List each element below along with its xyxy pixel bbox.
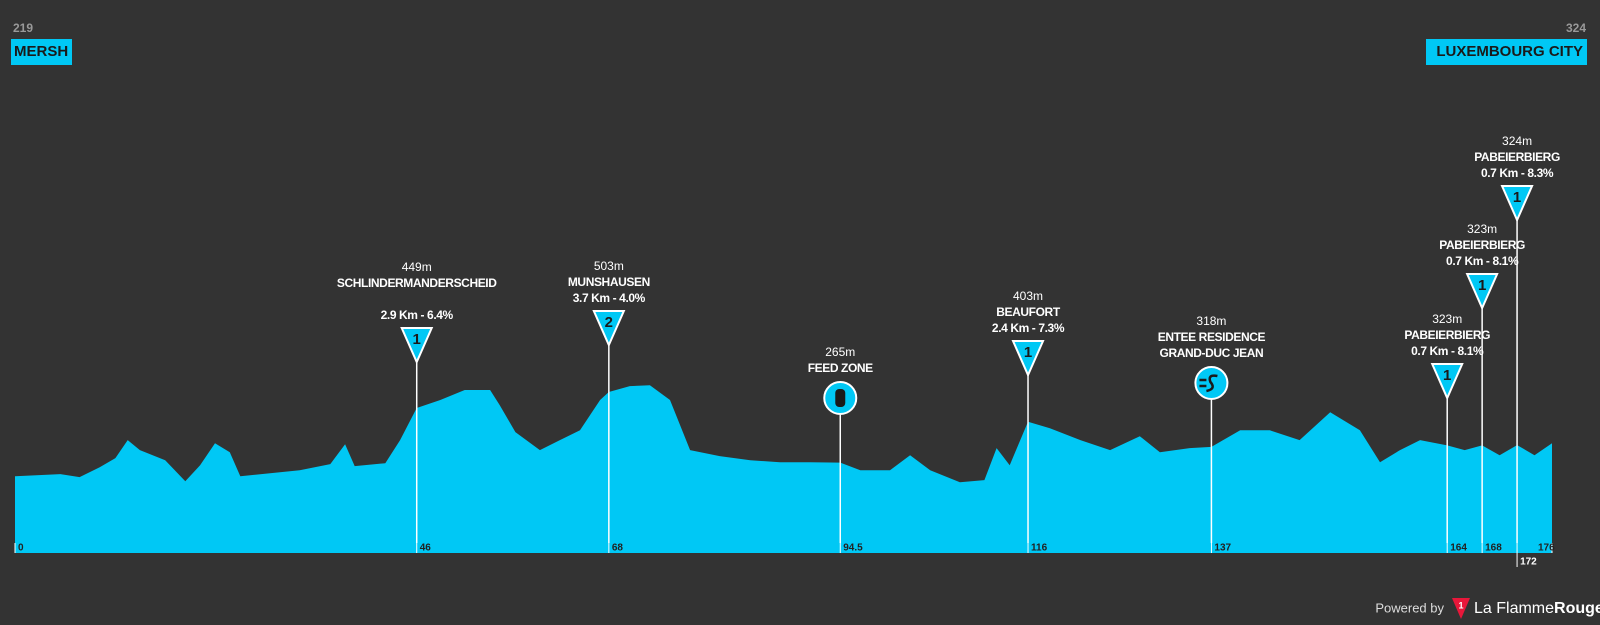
marker-elevation: 449m [402,260,432,274]
climb-icon [1430,363,1464,401]
marker-name: PABEIERBIERG [1404,328,1490,342]
brand-icon [1452,598,1470,619]
climb-icon [1500,185,1534,223]
profile-area [15,385,1552,553]
sprint-symbol [1199,374,1218,393]
x-tick-label: 168 [1485,543,1502,554]
climb-category: 1 [1513,189,1521,206]
marker-elevation: 318m [1196,314,1226,328]
start-name: MERSH [14,43,68,60]
marker-elevation: 403m [1013,289,1043,303]
start-elevation: 219 [13,21,33,35]
climb-category: 1 [413,331,421,348]
marker-elevation: 323m [1467,222,1497,236]
marker-name: MUNSHAUSEN [568,275,650,289]
x-tick-label: 176 [1538,543,1555,554]
marker-detail: 3.7 Km - 4.0% [573,291,646,305]
x-tick-label: 116 [1031,543,1048,554]
finish-name: LUXEMBOURG CITY [1436,43,1583,60]
finish-box [1426,39,1587,65]
start-box [11,39,72,65]
marker-detail: 2.4 Km - 7.3% [992,321,1065,335]
climb-category: 1 [1443,367,1451,384]
marker-elevation: 503m [594,259,624,273]
climb-icon [592,310,626,348]
marker-detail: 0.7 Km - 8.1% [1446,254,1519,268]
marker-name: ENTEE RESIDENCE [1158,330,1266,344]
marker-name: PABEIERBIERG [1439,238,1525,252]
x-tick-label: 94.5 [843,543,863,554]
marker-name: FEED ZONE [808,361,873,375]
climb-category: 1 [1024,344,1032,361]
x-tick-label: 68 [612,543,624,554]
marker-elevation: 324m [1502,134,1532,148]
marker-detail: 0.7 Km - 8.1% [1411,344,1484,358]
finish-elevation: 324 [1566,21,1586,35]
marker-name: BEAUFORT [996,305,1061,319]
marker-name: GRAND-DUC JEAN [1160,346,1264,360]
brand-b: Rouge [1554,600,1600,617]
x-tick-label: 0 [18,543,24,554]
x-tick-label: 172 [1520,557,1537,568]
climb-icon [1465,273,1499,311]
marker-detail: 0.7 Km - 8.3% [1481,166,1554,180]
feed-bottle [835,389,846,407]
powered-by: Powered by [1375,600,1444,615]
climb-category: 2 [605,314,613,331]
brand-a: La Flamme [1474,600,1554,617]
brand-icon-text: 1 [1458,600,1463,610]
x-tick-label: 164 [1450,543,1467,554]
marker-elevation: 323m [1432,312,1462,326]
brand: La FlammeRouge [1474,600,1600,617]
climb-icon [400,327,434,365]
marker-name: PABEIERBIERG [1474,150,1560,164]
marker-detail: 2.9 Km - 6.4% [381,308,454,322]
x-tick-label: 46 [420,543,432,554]
marker-elevation: 265m [825,345,855,359]
climb-icon [1011,340,1045,378]
x-tick-label: 137 [1214,543,1231,554]
climb-category: 1 [1478,277,1486,294]
marker-name: SCHLINDERMANDERSCHEID [337,276,497,290]
